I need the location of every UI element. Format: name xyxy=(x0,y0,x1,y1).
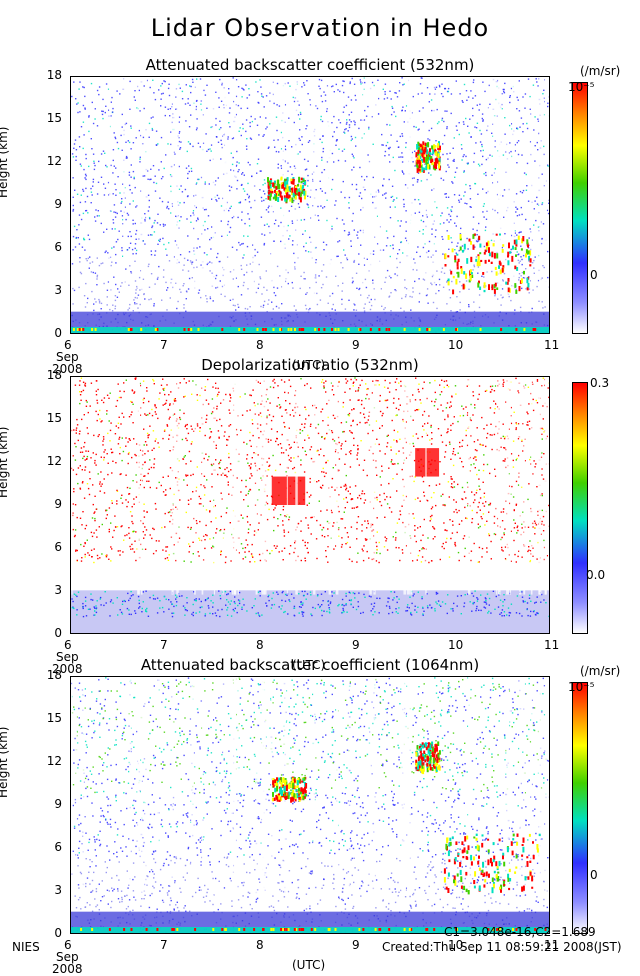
plot-background xyxy=(71,77,549,333)
y-axis-label: Height (km) xyxy=(0,427,10,498)
boundary-layer-feature xyxy=(71,312,549,333)
heatmap-532 xyxy=(71,77,549,333)
y-tick-label: 3 xyxy=(22,583,62,597)
x-axis-label: (UTC) xyxy=(292,958,325,972)
y-tick-label: 6 xyxy=(22,240,62,254)
heatmap-depol xyxy=(71,377,549,633)
panel-backscatter-1064: Attenuated backscatter coefficient (1064… xyxy=(0,658,640,938)
colorbar-max-label: 10⁻⁵ xyxy=(568,680,594,694)
y-tick-label: 6 xyxy=(22,540,62,554)
x-tick-label: 9 xyxy=(352,338,372,352)
y-tick-label: 15 xyxy=(22,411,62,425)
colorbar-max-label: 0.3 xyxy=(590,376,609,390)
cloud-feature xyxy=(415,448,439,476)
footer-org: NIES xyxy=(12,940,40,954)
x-tick-label: 11 xyxy=(544,638,564,652)
y-tick-label: 15 xyxy=(22,111,62,125)
y-tick-label: 3 xyxy=(22,283,62,297)
y-tick-label: 18 xyxy=(22,368,62,382)
colorbar-min-label: 0 xyxy=(590,868,598,882)
x-tick-label: 7 xyxy=(160,638,180,652)
y-tick-label: 0 xyxy=(22,626,62,640)
x-tick-label: 8 xyxy=(256,938,276,952)
panel-depolarization-532: Depolarization ratio (532nm) Height (km)… xyxy=(0,358,640,638)
panel-backscatter-532: Attenuated backscatter coefficient (532n… xyxy=(0,58,640,338)
y-tick-label: 0 xyxy=(22,926,62,940)
y-tick-label: 0 xyxy=(22,326,62,340)
low-depolarization-layer-feature xyxy=(71,590,549,633)
x-tick-label: 8 xyxy=(256,638,276,652)
colorbar xyxy=(572,382,588,634)
y-axis-label: Height (km) xyxy=(0,727,10,798)
y-tick-label: 15 xyxy=(22,711,62,725)
x-tick-label: 10 xyxy=(448,638,468,652)
y-axis-label: Height (km) xyxy=(0,127,10,198)
x-tick-label: 9 xyxy=(352,638,372,652)
x-tick-label: 9 xyxy=(352,938,372,952)
y-tick-label: 9 xyxy=(22,497,62,511)
colorbar xyxy=(572,682,588,934)
plot-area xyxy=(70,76,550,334)
colorbar-max-label: 10⁻⁵ xyxy=(568,80,594,94)
panel-title: Attenuated backscatter coefficient (532n… xyxy=(70,56,550,74)
colorbar-unit: (/m/sr) xyxy=(580,64,620,78)
colorbar-min-label: 0 xyxy=(590,268,598,282)
footer-constants: C1=3.048e-16,C2=1.689 xyxy=(444,925,596,939)
y-tick-label: 12 xyxy=(22,154,62,168)
heatmap-1064 xyxy=(71,677,549,933)
y-tick-label: 9 xyxy=(22,197,62,211)
plot-area xyxy=(70,676,550,934)
y-tick-label: 18 xyxy=(22,68,62,82)
cloud-feature xyxy=(415,741,441,774)
plot-area xyxy=(70,376,550,634)
y-tick-label: 12 xyxy=(22,754,62,768)
y-tick-label: 18 xyxy=(22,668,62,682)
x-tick-label: 11 xyxy=(544,338,564,352)
panel-title: Attenuated backscatter coefficient (1064… xyxy=(70,656,550,674)
page-title: Lidar Observation in Hedo xyxy=(0,14,640,42)
cloud-feature xyxy=(272,477,305,505)
colorbar-unit: (/m/sr) xyxy=(580,664,620,678)
footer-created: Created:Thu Sep 11 08:59:21 2008(JST) xyxy=(382,940,622,954)
y-tick-label: 3 xyxy=(22,883,62,897)
x-year-label: 2008 xyxy=(52,962,83,976)
x-tick-label: 8 xyxy=(256,338,276,352)
plot-background xyxy=(71,677,549,933)
y-tick-label: 6 xyxy=(22,840,62,854)
colorbar xyxy=(572,82,588,334)
panel-title: Depolarization ratio (532nm) xyxy=(70,356,550,374)
y-tick-label: 12 xyxy=(22,454,62,468)
x-tick-label: 10 xyxy=(448,338,468,352)
x-tick-label: 7 xyxy=(160,938,180,952)
x-tick-label: 7 xyxy=(160,338,180,352)
y-tick-label: 9 xyxy=(22,797,62,811)
colorbar-min-label: 0.0 xyxy=(586,568,605,582)
